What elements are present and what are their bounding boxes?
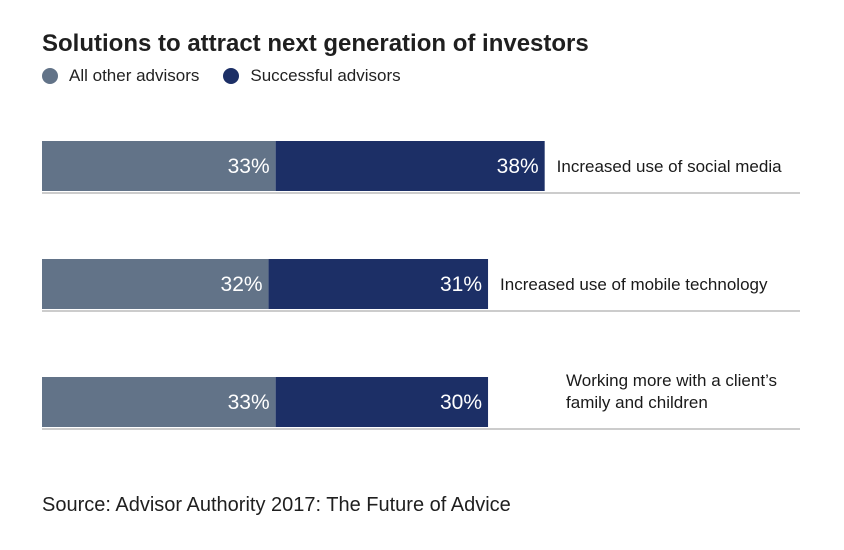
data-label-all-other-advisors-1: 33% <box>228 155 270 178</box>
bar-successful-advisors-2 <box>268 259 489 309</box>
data-label-all-other-advisors-3: 33% <box>228 391 270 414</box>
category-label-3-line-1: Working more with a client’s <box>566 371 777 390</box>
category-label-1: Increased use of social media <box>557 157 782 176</box>
legend-swatch-successful-advisors <box>223 68 240 84</box>
category-label-3-line-2: family and children <box>566 393 708 412</box>
data-label-successful-advisors-2: 31% <box>440 273 482 296</box>
legend-label-all-other-advisors: All other advisors <box>69 66 200 85</box>
legend-swatch-all-other-advisors <box>42 68 58 84</box>
data-label-all-other-advisors-2: 32% <box>221 273 263 296</box>
data-label-successful-advisors-3: 30% <box>440 391 482 414</box>
category-label-2: Increased use of mobile technology <box>500 275 768 294</box>
bar-all-other-advisors-3 <box>42 377 276 427</box>
chart-legend: All other advisors Successful advisors <box>42 66 425 86</box>
legend-item-successful-advisors: Successful advisors <box>223 66 401 86</box>
legend-label-successful-advisors: Successful advisors <box>250 66 401 85</box>
data-label-successful-advisors-1: 38% <box>497 155 539 178</box>
bar-all-other-advisors-2 <box>42 259 269 309</box>
bar-successful-advisors-1 <box>275 141 545 191</box>
bar-successful-advisors-3 <box>275 377 489 427</box>
bar-all-other-advisors-1 <box>42 141 276 191</box>
source-note: Source: Advisor Authority 2017: The Futu… <box>42 494 511 516</box>
category-label-3: Working more with a client’s family and c… <box>566 371 777 412</box>
legend-item-all-other-advisors: All other advisors <box>42 66 199 86</box>
chart-title: Solutions to attract next generation of … <box>42 30 589 57</box>
